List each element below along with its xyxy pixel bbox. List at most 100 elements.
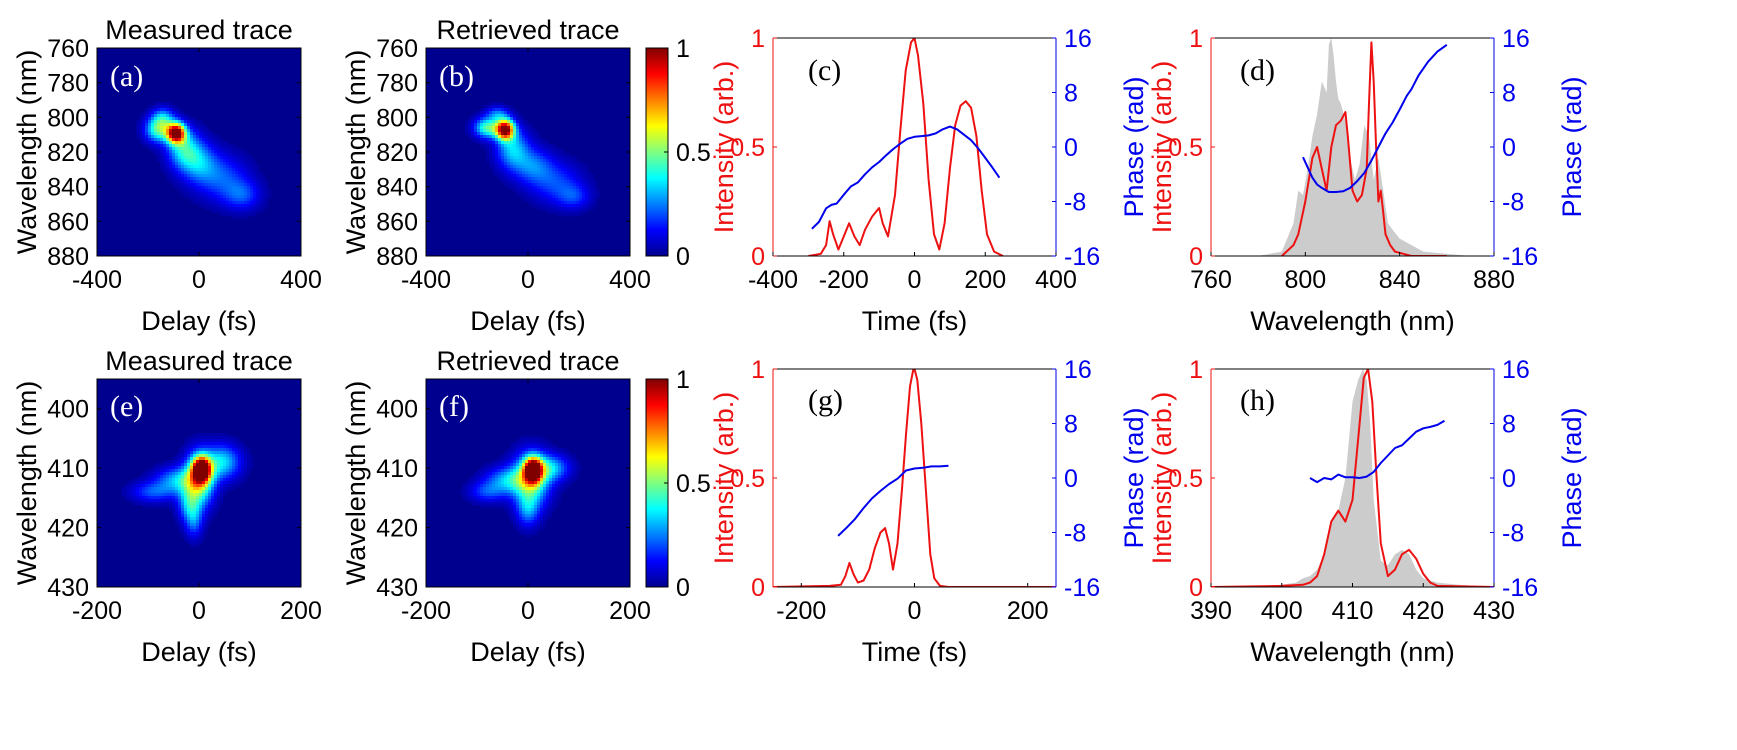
heatmap-cell [145,138,149,142]
x-tick-label: 400 [1035,266,1077,294]
heatmap-cell [181,111,185,115]
heatmap-cell [223,141,227,145]
heatmap-cell [127,499,131,503]
heatmap-cell [525,499,529,503]
heatmap-cell [543,493,547,497]
heatmap-cell [157,132,161,136]
heatmap-cell [244,156,248,160]
heatmap-cell [196,511,200,515]
heatmap-cell [552,162,556,166]
heatmap-cell [510,451,514,455]
heatmap-cell [244,460,248,464]
heatmap-cell [513,150,517,154]
heatmap-cell [510,135,514,139]
heatmap-cell [217,478,221,482]
heatmap-cell [202,517,206,521]
heatmap-cell [181,511,185,515]
heatmap-cell [564,207,568,211]
y-tick-label: 410 [47,455,89,483]
heatmap-cell [217,180,221,184]
panel-label: (a) [110,60,143,93]
heatmap-cell [483,132,487,136]
heatmap-cell [187,535,191,539]
heatmap-cell [193,511,197,515]
heatmap-cell [226,484,230,488]
heatmap-cell [588,195,592,199]
heatmap-cell [507,448,511,452]
heatmap-cell [498,168,502,172]
heatmap-cell [193,541,197,545]
heatmap-cell [157,505,161,509]
heatmap-cell [151,466,155,470]
heatmap-cell [241,162,245,166]
heatmap-cell [492,487,496,491]
heatmap-cell [546,174,550,178]
heatmap-cell [495,460,499,464]
heatmap-cell [184,529,188,533]
heatmap-cell [513,499,517,503]
heatmap-cell [187,451,191,455]
heatmap-cell [537,168,541,172]
heatmap-cell [546,168,550,172]
heatmap-cell [193,478,197,482]
heatmap-cell [208,207,212,211]
heatmap-cell [534,514,538,518]
heatmap-cell [522,526,526,530]
heatmap-cell [196,156,200,160]
heatmap-cell [522,472,526,476]
heatmap-cell [193,168,197,172]
heatmap-cell [483,499,487,503]
heatmap-cell [187,141,191,145]
heatmap-cell [193,126,197,130]
heatmap-cell [175,162,179,166]
heatmap-cell [199,141,203,145]
heatmap-cell [510,469,514,473]
heatmap-cell [516,481,520,485]
heatmap-cell [540,189,544,193]
heatmap-cell [495,171,499,175]
heatmap-cell [474,117,478,121]
heatmap-cell [253,177,257,181]
heatmap-cell [579,213,583,217]
heatmap-cell [166,460,170,464]
heatmap-cell [184,511,188,515]
y-left-tick-label: 0 [1189,243,1203,271]
heatmap-cell [519,135,523,139]
heatmap-cell [199,165,203,169]
heatmap-cell [190,186,194,190]
heatmap-cell [588,174,592,178]
heatmap-cell [519,153,523,157]
x-tick-label: 760 [1190,266,1232,294]
heatmap-cell [199,195,203,199]
heatmap-cell [187,481,191,485]
heatmap-cell [546,478,550,482]
heatmap-cell [223,466,227,470]
heatmap-cell [181,171,185,175]
heatmap-cell [184,171,188,175]
heatmap-cell [507,114,511,118]
heatmap-cell [139,120,143,124]
heatmap-cell [477,120,481,124]
heatmap-cell [519,463,523,467]
y-left-axis-label: Intensity (arb.) [709,392,739,565]
heatmap-cell [205,168,209,172]
heatmap-cell [190,487,194,491]
heatmap-cell [151,493,155,497]
heatmap-cell [522,529,526,533]
heatmap-cell [244,162,248,166]
heatmap-cell [175,114,179,118]
heatmap-cell [549,192,553,196]
heatmap-cell [489,156,493,160]
heatmap-cell [229,481,233,485]
heatmap-cell [510,162,514,166]
heatmap-cell [504,147,508,151]
heatmap-cell [184,183,188,187]
heatmap-cell [501,490,505,494]
heatmap-cell [561,213,565,217]
heatmap-cell [510,105,514,109]
heatmap-cell [531,129,535,133]
heatmap-cell [537,466,541,470]
heatmap-cell [235,168,239,172]
heatmap-cell [525,448,529,452]
heatmap-cell [190,442,194,446]
